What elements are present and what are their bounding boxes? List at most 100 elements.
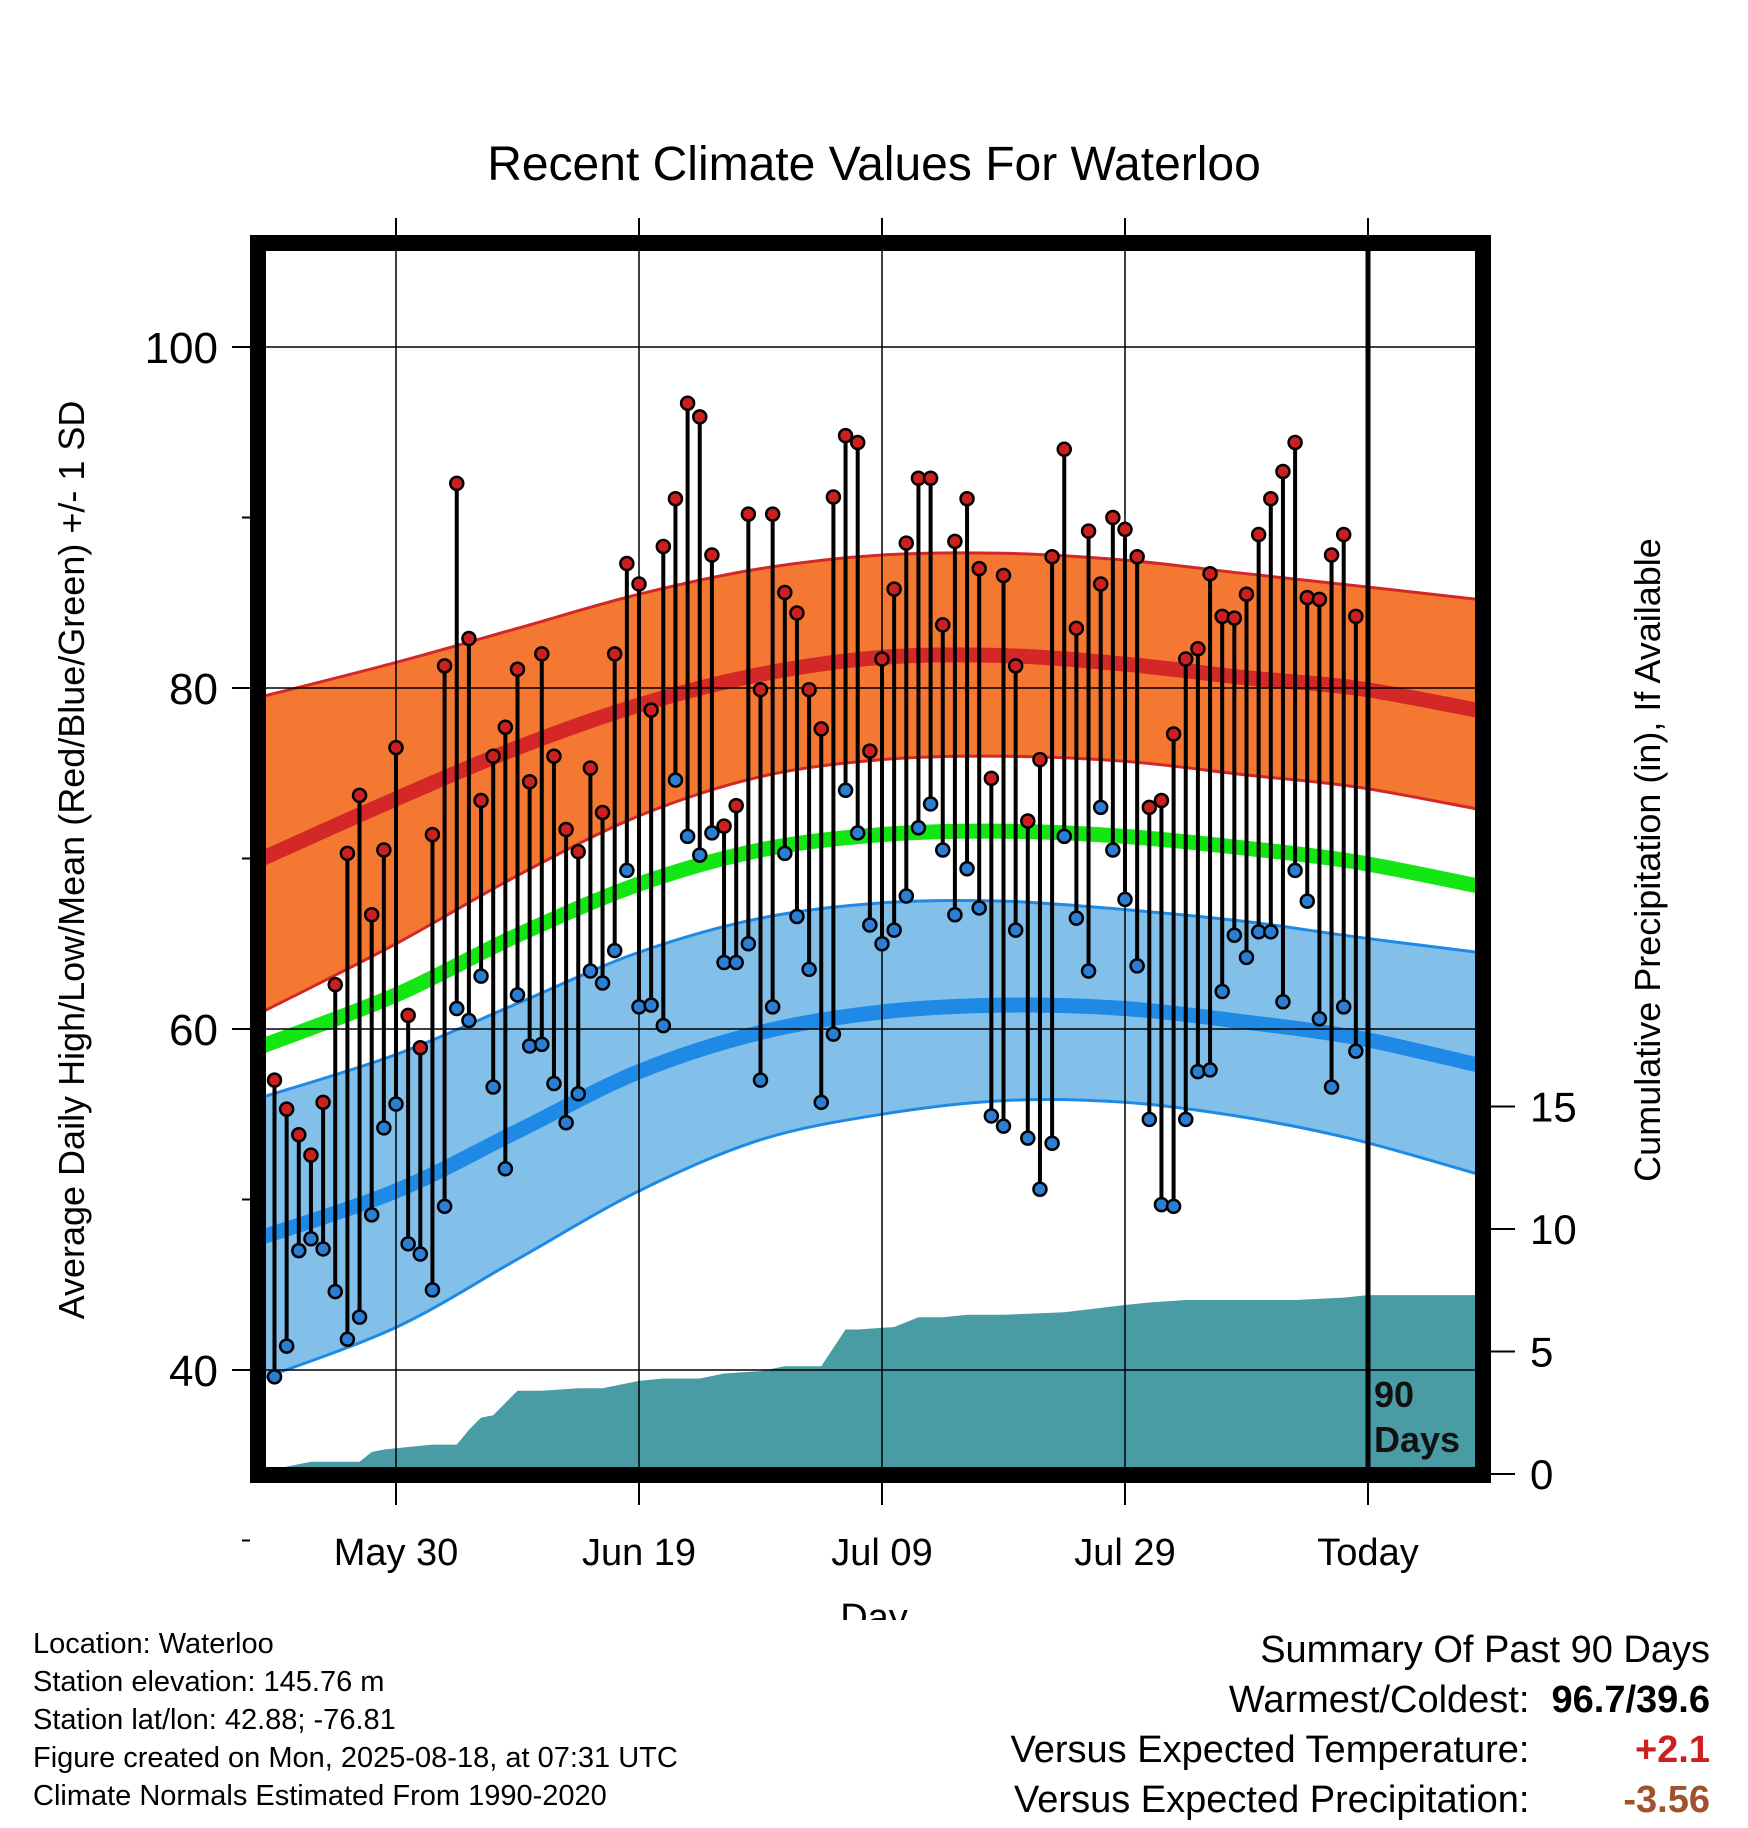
daily-high-point xyxy=(619,555,635,572)
daily-high-point xyxy=(558,821,574,838)
daily-high-point xyxy=(1226,610,1243,626)
daily-high-point xyxy=(655,538,672,555)
precip-label: Versus Expected Precipitation: xyxy=(1014,1779,1530,1821)
daily-high-point xyxy=(363,907,380,923)
daily-high-point xyxy=(801,681,817,698)
daily-high-point xyxy=(606,646,623,662)
daily-low-point xyxy=(449,1000,465,1017)
daily-high-point xyxy=(376,842,392,858)
daily-low-point xyxy=(1311,1011,1328,1027)
daily-low-point xyxy=(558,1115,574,1131)
daily-high-point xyxy=(825,489,842,505)
temp-label: Versus Expected Temperature: xyxy=(1010,1729,1530,1771)
summary-heading: Summary Of Past 90 Days xyxy=(1260,1629,1710,1671)
daily-low-point xyxy=(1238,949,1255,966)
daily-high-point xyxy=(1032,751,1048,768)
daily-high-point xyxy=(351,787,368,804)
temp-value: +2.1 xyxy=(1634,1729,1710,1771)
daily-high-point xyxy=(582,760,599,776)
daily-high-point xyxy=(327,976,343,993)
daily-high-point xyxy=(1153,792,1170,809)
daily-high-point xyxy=(837,427,854,444)
daily-low-point xyxy=(1263,924,1279,940)
daily-low-point xyxy=(825,1026,842,1042)
daily-high-point xyxy=(1311,591,1328,608)
daily-high-point xyxy=(752,681,769,698)
daily-low-point xyxy=(995,1118,1012,1134)
daily-low-point xyxy=(789,908,805,925)
daily-high-point xyxy=(461,630,477,647)
daily-high-point xyxy=(1202,566,1218,582)
y2-tick-label: 15 xyxy=(1530,1084,1577,1131)
daily-low-point xyxy=(704,825,720,841)
daily-low-point xyxy=(1044,1135,1060,1151)
daily-high-point xyxy=(692,409,708,425)
chart-title: Recent Climate Values For Waterloo xyxy=(487,138,1261,191)
daily-high-point xyxy=(1214,608,1230,625)
daily-low-point xyxy=(1299,893,1315,909)
daily-low-point xyxy=(947,907,963,923)
daily-low-point xyxy=(339,1331,356,1348)
daily-high-point xyxy=(1178,651,1194,667)
daily-low-point xyxy=(534,1036,550,1053)
precip-area xyxy=(262,1295,1478,1474)
daily-high-point xyxy=(303,1147,319,1163)
daily-low-point xyxy=(777,845,793,862)
daily-low-point xyxy=(849,825,866,841)
daily-low-point xyxy=(1275,993,1291,1010)
daily-low-point xyxy=(1092,799,1109,816)
daily-high-point xyxy=(874,651,890,667)
daily-high-point xyxy=(278,1101,295,1117)
daily-low-point xyxy=(935,842,951,858)
daily-high-point xyxy=(339,845,356,862)
daily-high-point xyxy=(862,743,878,759)
daily-low-point xyxy=(1129,958,1145,974)
daily-high-point xyxy=(898,535,915,551)
daily-high-point xyxy=(594,804,611,821)
daily-high-point xyxy=(497,719,514,735)
daily-low-point xyxy=(1117,891,1133,908)
daily-high-point xyxy=(1275,463,1291,480)
daily-low-point xyxy=(692,847,708,863)
today-label-days-word: Days xyxy=(1374,1419,1460,1460)
daily-low-point xyxy=(752,1072,769,1088)
daily-high-point xyxy=(388,739,404,756)
daily-high-point xyxy=(1287,434,1303,451)
y2-axis-label: Cumulative Precipitation (in), If Availa… xyxy=(1627,538,1668,1182)
daily-high-point xyxy=(886,581,902,597)
x-tick-label: Jul 29 xyxy=(1074,1532,1175,1574)
daily-high-point xyxy=(1263,490,1279,507)
daily-low-point xyxy=(570,1086,586,1102)
daily-low-point xyxy=(728,954,744,971)
daily-low-point xyxy=(837,782,854,799)
daily-high-point xyxy=(777,584,793,601)
daily-low-point xyxy=(1323,1079,1340,1095)
daily-low-point xyxy=(1105,842,1121,858)
daily-low-point xyxy=(631,999,647,1015)
daily-low-point xyxy=(874,936,890,952)
daily-high-point xyxy=(436,658,453,674)
daily-high-point xyxy=(1348,608,1364,625)
daily-low-point xyxy=(764,999,781,1015)
daily-high-point xyxy=(570,843,586,860)
climate-chart: Recent Climate Values For Waterloo 90Day… xyxy=(51,138,1668,1620)
daily-low-point xyxy=(436,1198,453,1215)
daily-high-point xyxy=(291,1126,307,1143)
daily-high-point xyxy=(1190,641,1206,657)
daily-high-point xyxy=(1299,589,1315,606)
daily-low-point xyxy=(959,860,975,877)
daily-low-point xyxy=(388,1096,404,1112)
latlon-text: Station lat/lon: 42.88; -76.81 xyxy=(33,1704,396,1736)
daily-high-point xyxy=(764,506,781,522)
y-tick-label: 40 xyxy=(169,1347,218,1396)
daily-low-point xyxy=(971,900,987,916)
daily-low-point xyxy=(1032,1181,1048,1198)
daily-low-point xyxy=(1287,862,1303,879)
daily-high-point xyxy=(1092,576,1109,592)
daily-high-point xyxy=(704,547,720,563)
daily-high-point xyxy=(716,818,732,834)
daily-low-point xyxy=(1020,1130,1036,1146)
daily-low-point xyxy=(278,1338,295,1354)
daily-high-point xyxy=(449,475,465,492)
daily-low-point xyxy=(1153,1196,1170,1213)
